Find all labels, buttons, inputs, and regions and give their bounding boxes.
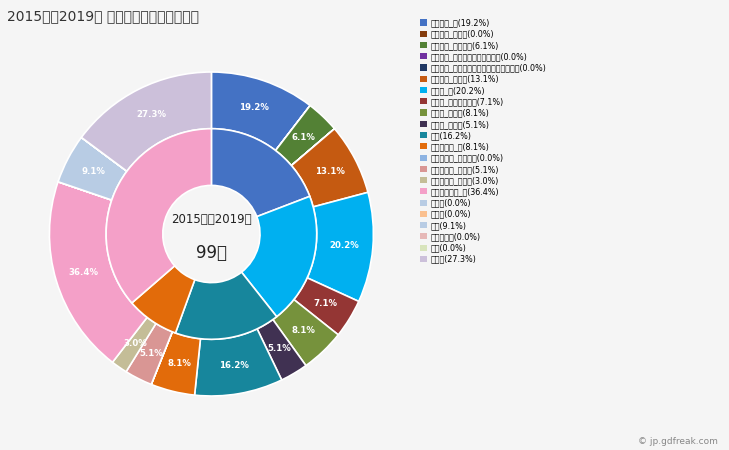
Text: 19.2%: 19.2% [240, 103, 269, 112]
Wedge shape [292, 129, 335, 166]
Wedge shape [151, 332, 200, 395]
Wedge shape [50, 182, 147, 362]
Text: 7.1%: 7.1% [313, 299, 338, 308]
Wedge shape [211, 72, 310, 150]
Wedge shape [307, 192, 373, 302]
Text: 27.3%: 27.3% [136, 110, 166, 119]
Wedge shape [241, 196, 316, 317]
Wedge shape [58, 182, 112, 200]
Wedge shape [257, 320, 306, 380]
Text: 9.1%: 9.1% [81, 167, 105, 176]
Text: 8.1%: 8.1% [292, 326, 316, 335]
Text: 8.1%: 8.1% [168, 359, 191, 368]
Wedge shape [211, 129, 310, 216]
Wedge shape [294, 278, 359, 335]
Text: 36.4%: 36.4% [69, 268, 98, 277]
Wedge shape [126, 324, 172, 384]
Wedge shape [273, 300, 338, 365]
Wedge shape [82, 137, 127, 171]
Wedge shape [132, 266, 195, 333]
Wedge shape [112, 317, 156, 372]
Text: 16.2%: 16.2% [219, 361, 249, 370]
Text: 6.1%: 6.1% [292, 133, 316, 142]
Text: 5.1%: 5.1% [139, 349, 163, 358]
Legend: 悪性腫瘍_計(19.2%), 悪性腫瘍_胃がん(0.0%), 悪性腫瘍_大腸がん(6.1%), 悪性腫瘍_肝がん・肝内胆管がん(0.0%), 悪性腫瘍_気管がん: 悪性腫瘍_計(19.2%), 悪性腫瘍_胃がん(0.0%), 悪性腫瘍_大腸がん… [420, 18, 547, 265]
Text: 5.1%: 5.1% [268, 344, 292, 353]
Wedge shape [82, 72, 211, 171]
Wedge shape [195, 329, 281, 396]
Wedge shape [292, 129, 335, 166]
Text: 99人: 99人 [196, 244, 227, 262]
Wedge shape [58, 182, 112, 200]
Text: 2015年～2019年 田野町の女性の死因構成: 2015年～2019年 田野町の女性の死因構成 [7, 9, 199, 23]
Wedge shape [106, 129, 211, 303]
Wedge shape [276, 106, 310, 150]
Wedge shape [292, 129, 368, 207]
Wedge shape [82, 137, 127, 171]
Wedge shape [58, 137, 127, 200]
Wedge shape [151, 332, 172, 384]
Wedge shape [276, 106, 335, 166]
Text: 20.2%: 20.2% [330, 241, 359, 250]
Text: © jp.gdfreak.com: © jp.gdfreak.com [638, 436, 718, 446]
Text: 2015年～2019年: 2015年～2019年 [171, 213, 252, 226]
Text: 3.0%: 3.0% [123, 339, 147, 348]
Text: 13.1%: 13.1% [315, 167, 345, 176]
Wedge shape [176, 272, 277, 339]
